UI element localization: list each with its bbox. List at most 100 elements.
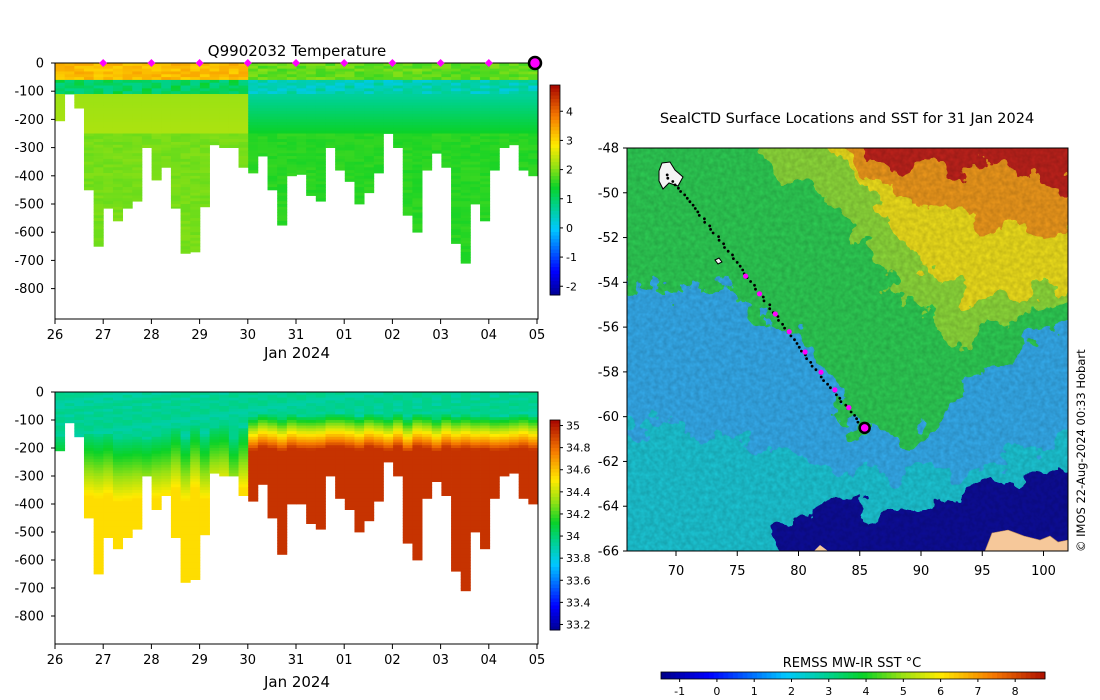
temperature-cell	[393, 122, 404, 126]
salinity-cell	[460, 546, 471, 550]
salinity-cell	[499, 459, 510, 463]
temperature-cell	[344, 139, 355, 143]
salinity-cell	[122, 453, 133, 457]
temperature-cell	[441, 147, 452, 151]
salinity-cell	[499, 436, 510, 440]
temperature-cell	[190, 110, 201, 115]
temperature-cell	[112, 116, 124, 120]
temperature-cell	[122, 102, 133, 106]
salinity-cell	[518, 490, 529, 494]
temperature-cell	[132, 150, 143, 154]
salinity-cell	[470, 394, 481, 398]
temperature-cell	[499, 94, 510, 98]
salinity-cell	[93, 520, 104, 524]
temperature-cell	[112, 94, 124, 98]
salinity-cell	[83, 434, 95, 438]
temperature-cell	[103, 195, 114, 199]
salinity-cell	[509, 425, 520, 429]
salinity-cell	[296, 425, 307, 429]
temperature-cell	[383, 127, 394, 132]
temperature-cell	[325, 102, 336, 106]
salinity-cell	[267, 490, 278, 494]
salinity-cell	[112, 400, 124, 404]
salinity-cell	[151, 487, 162, 491]
salinity-cell	[499, 431, 510, 435]
salinity-cell	[93, 442, 104, 446]
temperature-cell	[335, 139, 346, 143]
salinity-cell	[267, 484, 278, 488]
salinity-cell	[480, 431, 491, 435]
temperature-cell	[112, 141, 124, 146]
temperature-cell	[315, 122, 326, 126]
temperature-cell	[373, 113, 384, 117]
salinity-cell	[422, 448, 433, 452]
salinity-cell	[431, 414, 442, 418]
temperature-cell	[441, 82, 452, 86]
salinity-cell	[286, 498, 297, 502]
salinity-cell	[286, 450, 297, 454]
temperature-cell	[248, 94, 259, 98]
temperature-cell	[93, 105, 104, 109]
salinity-cell	[122, 403, 133, 407]
salinity-cell	[219, 453, 230, 457]
temperature-cell	[354, 198, 365, 202]
temperature-cell	[402, 201, 413, 205]
temperature-cell	[470, 195, 481, 199]
salinity-cell	[248, 487, 259, 491]
temperature-cell	[518, 79, 529, 84]
salinity-cell	[257, 422, 268, 426]
sst-colorbar-segment	[829, 672, 835, 679]
temperature-cell	[296, 85, 307, 89]
temperature-cell	[393, 63, 404, 67]
salinity-cell	[393, 406, 404, 410]
salinity-cell	[199, 498, 210, 502]
colorbar-segment	[550, 190, 560, 194]
salinity-cell	[402, 520, 413, 524]
temperature-cell	[219, 139, 230, 143]
salinity-cell	[451, 422, 462, 426]
temperature-cell	[209, 96, 220, 101]
salinity-cell	[470, 492, 481, 496]
salinity-cell	[277, 498, 288, 502]
salinity-cell	[267, 408, 278, 412]
temperature-cell	[170, 144, 181, 148]
temperature-cell	[402, 65, 413, 70]
temperature-cell	[509, 122, 520, 126]
temperature-cell	[248, 161, 259, 165]
salinity-cell	[518, 462, 529, 466]
salinity-cell	[55, 422, 66, 426]
salinity-cell	[460, 445, 471, 449]
temperature-cell	[170, 189, 181, 194]
track-point	[762, 299, 766, 303]
temperature-cell	[199, 156, 210, 160]
salinity-cell	[190, 501, 201, 505]
temperature-cell	[296, 96, 307, 101]
temperature-cell	[422, 77, 433, 81]
temperature-cell	[122, 74, 133, 78]
salinity-cell	[383, 397, 394, 401]
temperature-cell	[93, 172, 104, 177]
temperature-cell	[499, 136, 510, 140]
salinity-cell	[122, 436, 133, 440]
temperature-cell	[364, 85, 375, 89]
temperature-cell	[190, 127, 201, 132]
temperature-cell	[325, 68, 336, 72]
salinity-cell	[451, 518, 462, 522]
temperature-cell	[480, 65, 491, 70]
temperature-cell	[170, 167, 181, 171]
salinity-cell	[74, 425, 85, 429]
temperature-cell	[383, 125, 394, 129]
temperature-cell	[286, 164, 297, 168]
salinity-cell	[93, 526, 104, 530]
temperature-cell	[103, 71, 114, 75]
temperature-cell	[441, 144, 452, 148]
temperature-cell	[180, 218, 191, 222]
sst-colorbar-segment	[992, 672, 998, 679]
temperature-cell	[219, 71, 230, 75]
temperature-cell	[93, 161, 104, 165]
salinity-cell	[489, 476, 500, 480]
temperature-cell	[248, 156, 259, 160]
salinity-cell	[306, 464, 317, 468]
temperature-cell	[277, 189, 288, 194]
temperature-cell	[402, 158, 413, 163]
